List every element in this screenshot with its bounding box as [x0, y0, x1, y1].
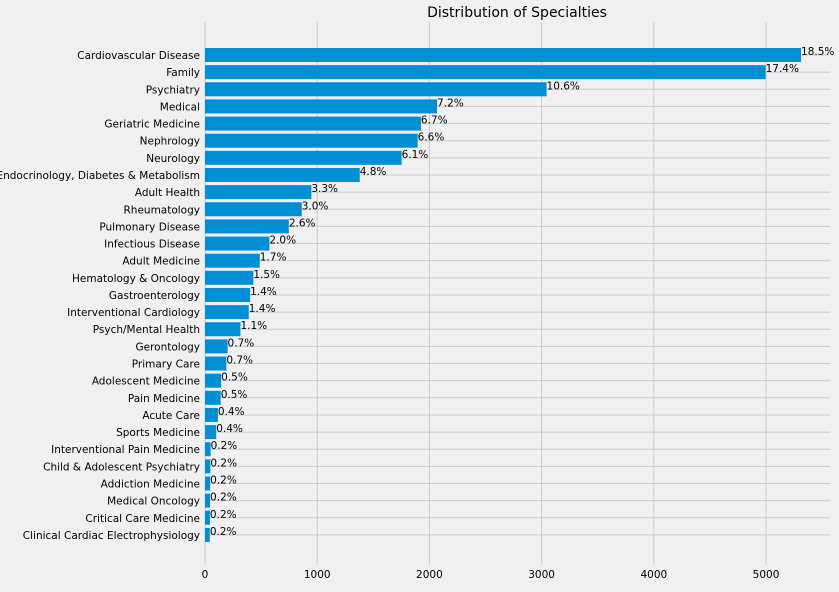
value-label: 0.2% — [210, 492, 237, 504]
bar — [205, 82, 547, 97]
value-label: 6.6% — [418, 132, 445, 144]
bar — [205, 133, 418, 148]
x-tick-label: 4000 — [640, 569, 667, 581]
value-label: 0.5% — [221, 372, 248, 384]
value-label: 2.6% — [289, 217, 316, 229]
value-label: 1.4% — [249, 303, 276, 315]
bar — [205, 493, 211, 508]
x-tick-label: 3000 — [528, 569, 555, 581]
y-tick-label: Endocrinology, Diabetes & Metabolism — [0, 170, 200, 182]
value-label: 2.0% — [269, 235, 296, 247]
bar — [205, 48, 802, 62]
bar — [205, 356, 227, 371]
bar — [205, 65, 766, 80]
bar — [205, 167, 360, 182]
y-tick-label: Neurology — [146, 153, 200, 165]
value-label: 7.2% — [437, 97, 464, 109]
bar — [205, 339, 228, 354]
y-tick-label: Pain Medicine — [128, 393, 200, 405]
y-tick-label: Cardiovascular Disease — [77, 50, 200, 62]
bar — [205, 425, 217, 440]
bar — [205, 442, 211, 457]
y-tick-label: Adult Health — [135, 187, 200, 199]
value-label: 0.2% — [211, 440, 238, 452]
y-tick-label: Nephrology — [140, 136, 200, 148]
value-label: 0.2% — [210, 457, 237, 469]
y-tick-label: Medical Oncology — [107, 496, 200, 508]
value-label: 0.7% — [228, 337, 255, 349]
y-tick-label: Medical — [160, 101, 200, 113]
value-label: 3.3% — [311, 183, 338, 195]
y-tick-label: Rheumatology — [124, 204, 201, 216]
value-label: 0.2% — [210, 509, 237, 521]
bar — [205, 322, 241, 337]
bar — [205, 287, 251, 302]
bar — [205, 150, 402, 165]
value-label: 18.5% — [801, 46, 834, 58]
y-tick-label: Gastroenterology — [109, 290, 200, 302]
value-label: 6.7% — [421, 115, 448, 127]
x-tick-label: 5000 — [753, 569, 780, 581]
value-label: 17.4% — [766, 63, 799, 75]
y-tick-label: Infectious Disease — [104, 239, 200, 251]
bar — [205, 99, 438, 114]
bar — [205, 459, 211, 474]
value-label: 0.2% — [210, 475, 237, 487]
bar — [205, 116, 421, 131]
value-label: 0.4% — [218, 406, 245, 418]
chart-title: Distribution of Specialties — [427, 5, 607, 21]
bar — [205, 527, 210, 542]
bar — [205, 510, 210, 525]
value-label: 0.4% — [216, 423, 243, 435]
y-tick-label: Interventional Cardiology — [67, 307, 200, 319]
value-label: 6.1% — [402, 149, 429, 161]
y-tick-label: Clinical Cardiac Electrophysiology — [23, 530, 200, 542]
value-label: 1.1% — [240, 320, 267, 332]
value-label: 0.7% — [226, 355, 253, 367]
x-tick-label: 0 — [202, 569, 209, 581]
y-tick-label: Primary Care — [132, 359, 200, 371]
bar — [205, 202, 302, 217]
value-label: 1.5% — [253, 269, 280, 281]
bar — [205, 219, 289, 234]
y-tick-label: Hematology & Oncology — [72, 273, 200, 285]
y-tick-label: Adolescent Medicine — [92, 376, 200, 388]
y-tick-label: Sports Medicine — [116, 427, 200, 439]
bar — [205, 236, 270, 251]
bar — [205, 305, 249, 320]
y-tick-label: Acute Care — [142, 410, 200, 422]
y-tick-label: Adult Medicine — [122, 256, 200, 268]
x-tick-label: 2000 — [416, 569, 443, 581]
y-tick-label: Gerontology — [135, 341, 200, 353]
y-tick-label: Psychiatry — [146, 84, 200, 96]
bar — [205, 407, 218, 422]
bar — [205, 390, 221, 405]
value-label: 1.7% — [260, 252, 287, 264]
x-tick-label: 1000 — [304, 569, 331, 581]
value-label: 10.6% — [547, 80, 580, 92]
y-tick-label: Geriatric Medicine — [104, 119, 200, 131]
bar — [205, 270, 254, 285]
bar — [205, 185, 312, 200]
y-tick-label: Interventional Pain Medicine — [51, 444, 200, 456]
y-tick-label: Addiction Medicine — [101, 479, 200, 491]
y-tick-label: Psych/Mental Health — [93, 324, 200, 336]
y-tick-label: Critical Care Medicine — [85, 513, 200, 525]
y-tick-label: Child & Adolescent Psychiatry — [43, 461, 200, 473]
value-label: 1.4% — [250, 286, 277, 298]
bar — [205, 476, 211, 491]
y-tick-label: Pulmonary Disease — [99, 221, 200, 233]
value-label: 3.0% — [302, 200, 329, 212]
value-label: 0.5% — [221, 389, 248, 401]
value-label: 0.2% — [210, 526, 237, 538]
bar — [205, 253, 260, 268]
y-tick-label: Family — [166, 67, 200, 79]
bar — [205, 373, 222, 388]
value-label: 4.8% — [360, 166, 387, 178]
